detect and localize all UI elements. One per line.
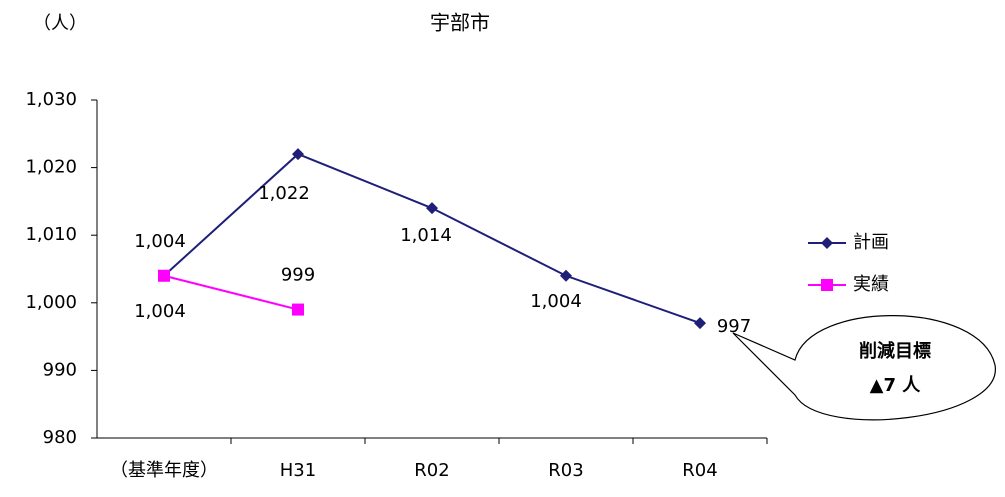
marker — [292, 148, 304, 161]
chart-title: 宇部市 — [430, 11, 490, 35]
data-label: 1,014 — [400, 225, 452, 246]
line — [163, 274, 299, 311]
x-tick-label: R02 — [414, 460, 449, 481]
y-tick-label: 980 — [43, 427, 77, 448]
data-label: 999 — [281, 265, 315, 286]
marker — [292, 303, 304, 316]
data-label: 1,004 — [134, 231, 186, 252]
x-tick-label: R04 — [682, 460, 717, 481]
y-tick-label: 1,030 — [25, 89, 77, 110]
marker — [426, 202, 438, 215]
data-label: 1,022 — [258, 183, 310, 204]
x-tick-label: R03 — [548, 460, 583, 481]
y-axis-unit: （人） — [33, 13, 87, 34]
y-tick-label: 990 — [43, 359, 77, 380]
annotation: ▲7 人 — [870, 375, 922, 396]
y-tick-label: 1,000 — [25, 292, 77, 313]
y-tick-label: 1,020 — [25, 157, 77, 178]
marker — [694, 317, 706, 330]
marker — [821, 279, 833, 291]
x-tick-label: H31 — [280, 460, 316, 481]
y-tick-label: 1,010 — [25, 224, 77, 245]
marker — [158, 269, 170, 282]
x-tick-label: （基準年度） — [110, 460, 218, 481]
data-label: 997 — [717, 316, 751, 337]
data-label: 1,004 — [134, 301, 186, 322]
legend-label: 実績 — [853, 274, 889, 295]
callout — [732, 315, 996, 421]
legend-label: 計画 — [853, 232, 889, 253]
annotation: 削減目標 — [859, 340, 931, 362]
data-label: 1,004 — [530, 291, 582, 312]
marker — [821, 237, 833, 249]
marker — [560, 269, 572, 282]
